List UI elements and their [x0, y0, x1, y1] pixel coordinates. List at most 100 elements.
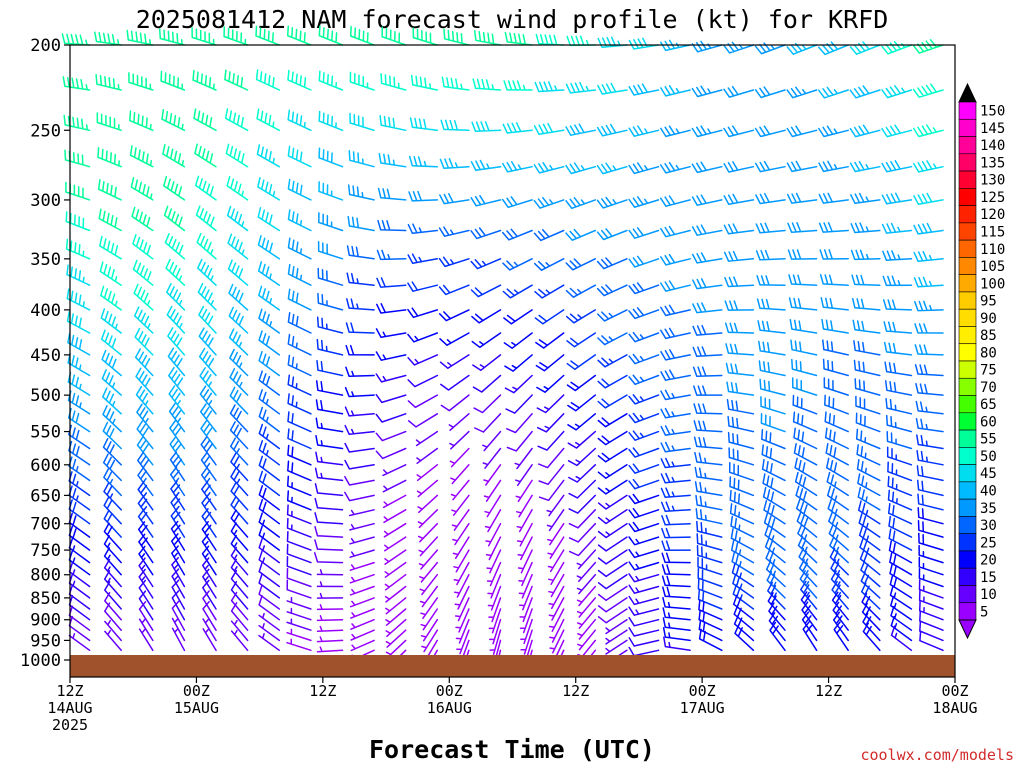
- wind-barb: [258, 406, 281, 433]
- wind-barb: [918, 590, 944, 610]
- colorbar-label: 65: [980, 397, 997, 413]
- wind-barb: [881, 160, 913, 173]
- wind-barb: [168, 366, 186, 396]
- wind-barb: [628, 430, 660, 441]
- wind-barb: [883, 321, 913, 334]
- wind-barb: [660, 304, 691, 317]
- wind-barb: [534, 81, 565, 93]
- wind-barb: [754, 125, 786, 138]
- wind-barb: [344, 459, 375, 470]
- wind-barb: [914, 344, 944, 356]
- wind-barb: [230, 452, 249, 482]
- wind-barb: [100, 308, 122, 334]
- wind-barb: [471, 309, 502, 324]
- wind-barb: [660, 369, 691, 381]
- wind-barb: [439, 193, 470, 205]
- wind-barb: [138, 628, 154, 652]
- wind-barb: [485, 536, 502, 561]
- wind-barb: [350, 608, 375, 619]
- wind-barb: [201, 557, 217, 588]
- wind-barb: [136, 436, 154, 466]
- wind-barb: [345, 322, 375, 334]
- wind-barb: [318, 181, 344, 201]
- y-tick-label: 450: [30, 346, 61, 366]
- wind-barb: [97, 147, 122, 168]
- wind-barb: [103, 482, 122, 511]
- wind-barb: [195, 205, 217, 232]
- wind-barb: [856, 458, 881, 482]
- wind-barb: [257, 235, 281, 260]
- wind-barb: [919, 610, 944, 631]
- wind-barb: [347, 184, 375, 201]
- wind-barb: [382, 464, 407, 477]
- wind-barb: [440, 374, 470, 391]
- wind-barb: [440, 394, 470, 412]
- wind-barb: [661, 575, 691, 588]
- y-tick-label: 250: [30, 121, 61, 141]
- y-tick-label: 950: [30, 631, 61, 651]
- wind-barb: [258, 485, 281, 511]
- wind-barb: [917, 507, 944, 525]
- wind-barb: [765, 548, 786, 576]
- wind-barb: [659, 161, 691, 174]
- x-tick-label: 00Z: [436, 682, 463, 700]
- wind-barb: [104, 581, 122, 610]
- wind-barb: [628, 412, 660, 424]
- wind-barb: [317, 292, 344, 311]
- wind-barb: [889, 552, 913, 576]
- wind-barb: [167, 347, 186, 377]
- wind-barb: [786, 86, 818, 99]
- wind-barb: [258, 623, 281, 642]
- wind-barb: [382, 479, 407, 493]
- wind-barb: [224, 108, 249, 132]
- wind-barb: [316, 316, 344, 334]
- wind-barb: [104, 591, 122, 621]
- wind-barb: [228, 283, 249, 311]
- wind-barb: [471, 332, 502, 349]
- wind-barb: [518, 561, 533, 587]
- wind-barb: [597, 394, 628, 409]
- wind-barb: [318, 110, 344, 132]
- wind-barb: [202, 628, 217, 652]
- colorbar-top-arrow: [958, 82, 977, 103]
- colorbar-swatch: [958, 602, 977, 621]
- y-tick-label: 300: [30, 191, 61, 211]
- wind-barb: [660, 487, 691, 498]
- wind-barb: [860, 560, 881, 588]
- wind-barb: [565, 284, 597, 298]
- wind-barb: [473, 30, 502, 46]
- wind-barb: [565, 123, 597, 136]
- colorbar-label: 115: [980, 225, 1005, 241]
- wind-barb: [762, 473, 786, 497]
- wind-barb: [503, 332, 533, 349]
- wind-barb: [596, 123, 628, 137]
- wind-barb: [660, 425, 691, 436]
- wind-barb: [99, 261, 122, 286]
- wind-barb: [133, 306, 154, 334]
- wind-barb: [455, 618, 470, 644]
- wind-barb: [858, 513, 881, 538]
- wind-barb: [230, 619, 249, 642]
- wind-barb: [519, 585, 533, 611]
- wind-barb: [536, 394, 565, 414]
- wind-barb: [103, 496, 122, 525]
- wind-barb: [258, 308, 281, 334]
- wind-barb: [417, 509, 439, 529]
- wind-barb: [596, 257, 628, 270]
- wind-barb: [824, 394, 849, 415]
- wind-barb: [286, 567, 312, 588]
- wind-barb: [230, 591, 249, 621]
- wind-barb: [884, 361, 913, 377]
- wind-barb: [916, 479, 944, 497]
- wind-barb: [758, 340, 786, 356]
- wind-barb: [420, 618, 439, 642]
- wind-barb: [724, 276, 755, 288]
- colorbar-swatch: [958, 360, 977, 379]
- wind-barb: [548, 597, 565, 621]
- wind-barb: [419, 573, 439, 596]
- wind-barb: [697, 589, 723, 610]
- wind-barb: [849, 124, 881, 138]
- wind-barb: [628, 196, 660, 208]
- wind-barb: [132, 259, 154, 286]
- wind-barb: [170, 533, 186, 564]
